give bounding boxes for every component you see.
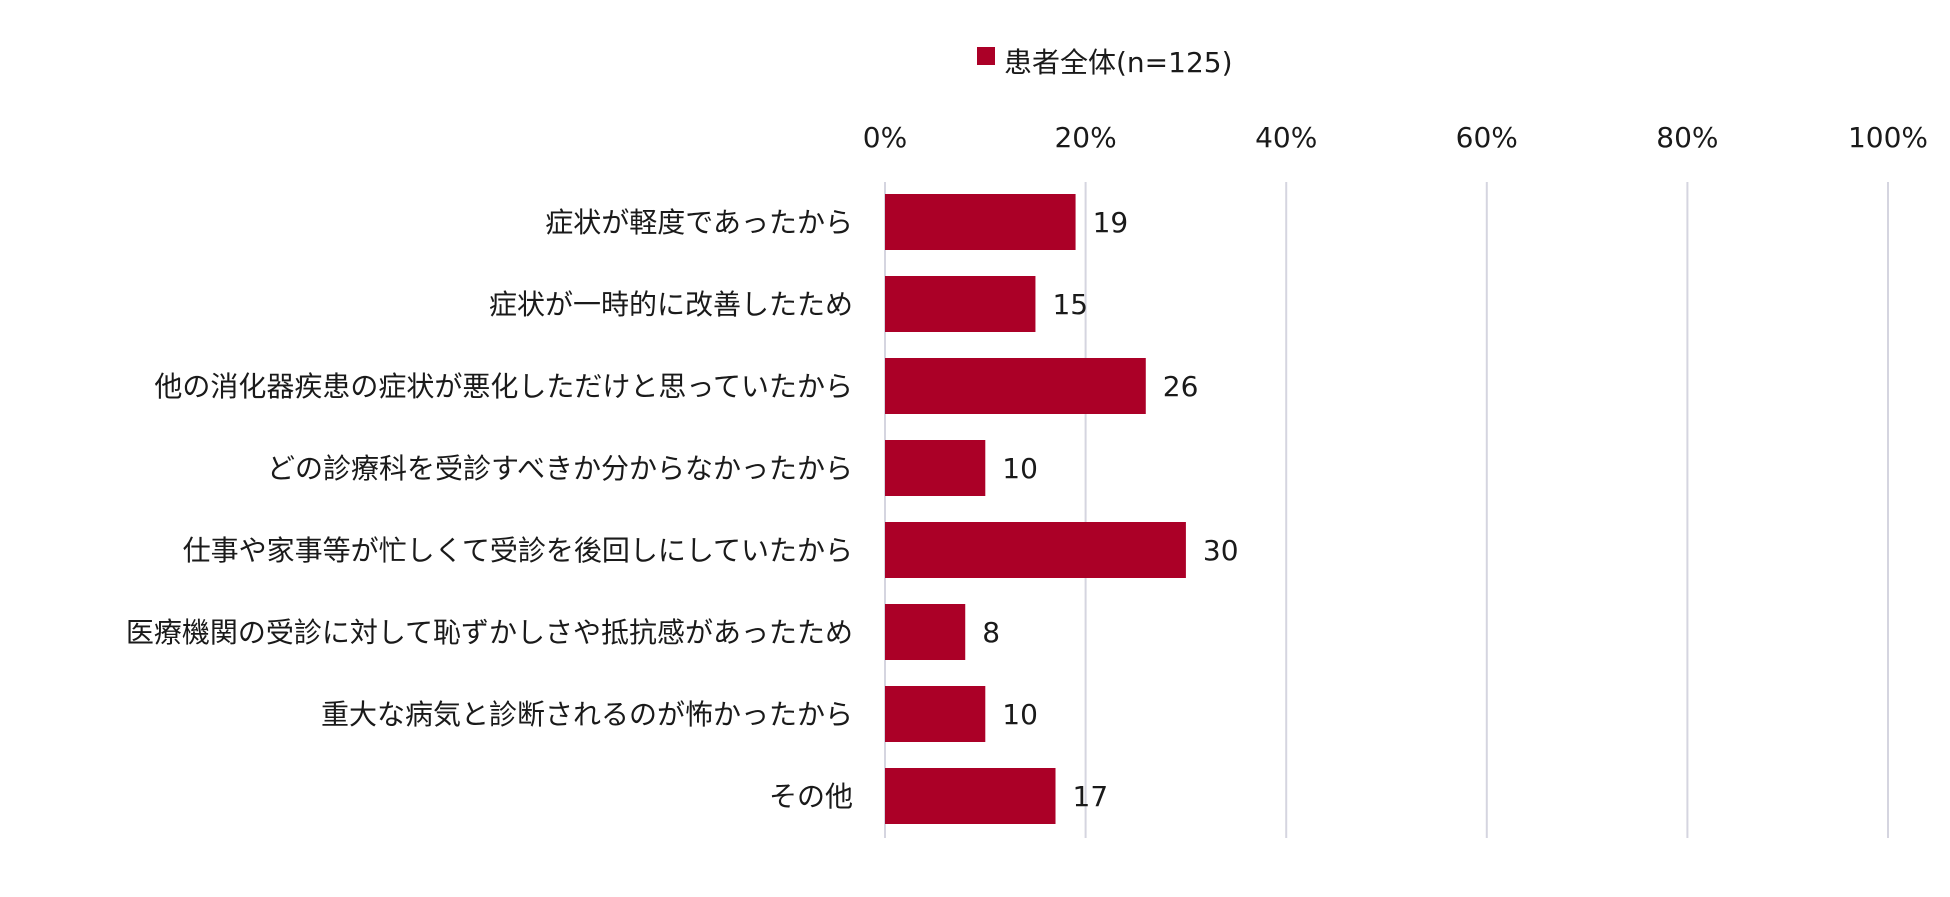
category-label: 症状が一時的に改善したため: [489, 288, 853, 321]
bar: [885, 768, 1056, 824]
data-label: 17: [1073, 780, 1109, 813]
data-label: 15: [1052, 288, 1088, 321]
legend-swatch: [977, 47, 995, 65]
data-label: 10: [1002, 698, 1038, 731]
x-tick-label: 60%: [1456, 121, 1518, 154]
bar: [885, 440, 986, 496]
x-tick-label: 80%: [1656, 121, 1718, 154]
bar: [885, 276, 1036, 332]
bar: [885, 604, 966, 660]
data-label: 26: [1163, 370, 1199, 403]
x-tick-label: 0%: [863, 121, 907, 154]
bar: [885, 686, 986, 742]
legend: 患者全体(n=125): [977, 46, 1233, 79]
data-label: 30: [1203, 534, 1239, 567]
data-label: 19: [1093, 206, 1129, 239]
x-tick-label: 100%: [1848, 121, 1928, 154]
category-label: どの診療科を受診すべきか分からなかったから: [267, 452, 853, 485]
bars: [885, 194, 1186, 824]
category-label: 仕事や家事等が忙しくて受診を後回しにしていたから: [183, 534, 853, 567]
x-tick-label: 40%: [1255, 121, 1317, 154]
bar: [885, 522, 1186, 578]
data-labels: 19 15 26 10 30 8 10 17: [982, 206, 1238, 813]
category-labels: 症状が軽度であったから症状が一時的に改善したため他の消化器疾患の症状が悪化しただ…: [126, 206, 853, 813]
x-axis-tick-labels: 0% 20% 40% 60% 80% 100%: [863, 121, 1928, 154]
category-label: 症状が軽度であったから: [545, 206, 853, 239]
bar: [885, 194, 1076, 250]
legend-label: 患者全体(n=125): [1004, 46, 1233, 79]
category-label: その他: [769, 780, 853, 813]
x-tick-label: 20%: [1054, 121, 1116, 154]
category-label: 他の消化器疾患の症状が悪化しただけと思っていたから: [154, 370, 853, 403]
data-label: 10: [1002, 452, 1038, 485]
data-label: 8: [982, 616, 1000, 649]
bar: [885, 358, 1146, 414]
category-label: 重大な病気と診断されるのが怖かったから: [321, 698, 853, 731]
category-label: 医療機関の受診に対して恥ずかしさや抵抗感があったため: [126, 616, 853, 649]
